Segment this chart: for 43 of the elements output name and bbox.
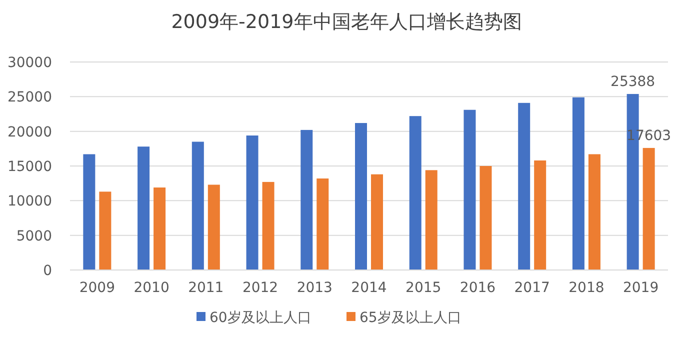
bar (99, 192, 112, 270)
bar (208, 184, 220, 270)
x-tick-label: 2016 (460, 280, 496, 296)
y-tick-label: 5000 (16, 228, 52, 244)
bar (642, 148, 655, 270)
bar (464, 110, 476, 270)
data-label: 25388 (610, 74, 656, 90)
bar (409, 116, 422, 270)
x-tick-label: 2019 (623, 280, 659, 296)
x-tick-label: 2017 (514, 280, 550, 296)
bar (316, 178, 329, 270)
bar (138, 146, 150, 270)
y-tick-label: 25000 (7, 90, 52, 106)
x-tick-label: 2013 (296, 280, 332, 296)
legend-label: 60岁及以上人口 (210, 310, 312, 326)
y-tick-label: 20000 (7, 124, 52, 140)
y-tick-label: 10000 (7, 194, 52, 210)
x-tick-label: 2010 (134, 280, 170, 296)
bar (154, 187, 166, 270)
legend-label: 65岁及以上人口 (360, 310, 462, 326)
chart-title: 2009年-2019年中国老年人口增长趋势图 (171, 11, 522, 33)
bar (572, 97, 584, 270)
bar (300, 130, 313, 270)
y-tick-label: 30000 (7, 55, 52, 71)
bar (83, 154, 96, 270)
bar (480, 166, 492, 270)
bar (246, 135, 258, 270)
bar (355, 123, 367, 270)
bar (425, 170, 438, 270)
x-tick-label: 2011 (188, 280, 224, 296)
y-tick-label: 0 (43, 263, 52, 279)
bar (371, 174, 383, 270)
x-tick-label: 2012 (242, 280, 278, 296)
x-tick-label: 2018 (568, 280, 604, 296)
bar (534, 160, 546, 270)
x-tick-label: 2009 (79, 280, 115, 296)
bar (518, 102, 530, 270)
x-tick-label: 2015 (406, 280, 442, 296)
bar (262, 182, 274, 270)
bar (192, 142, 204, 270)
y-tick-label: 15000 (7, 159, 52, 175)
x-tick-label: 2014 (351, 280, 387, 296)
bar (588, 154, 600, 270)
